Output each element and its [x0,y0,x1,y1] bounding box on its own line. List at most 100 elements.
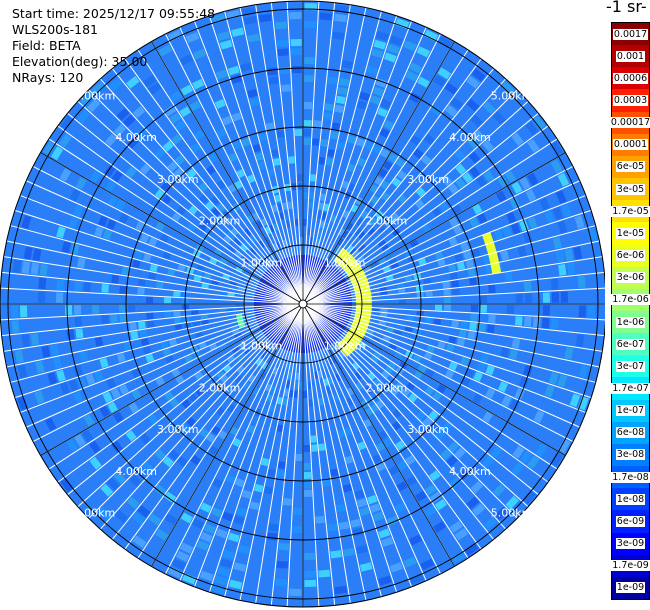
gate-speckle [132,535,147,549]
gate-speckle [369,217,378,226]
gate-speckle [21,334,31,347]
gate-speckle [171,558,186,571]
gate-speckle [192,78,205,90]
colorbar-tick-label: 3e-07 [615,360,646,372]
gate-speckle [344,191,352,200]
gate-speckle [443,297,451,304]
gate-speckle [409,62,423,74]
ray-separator [88,303,304,519]
gate-speckle [544,210,555,223]
gate-speckle [173,317,182,324]
gate-speckle [395,440,406,451]
gate-speckle [74,434,86,448]
gate-speckle [435,429,446,440]
gate-speckle [217,214,227,223]
gate-speckle [126,136,139,149]
gate-speckle [318,361,324,369]
gate-speckle [462,172,474,184]
colorbar-tick-label: 0.001 [615,50,646,62]
gate-speckle [50,146,64,161]
gate-speckle [173,167,184,179]
gate-speckle [390,386,400,396]
gate-speckle [330,214,337,223]
gate-speckle [162,456,174,468]
gate-speckle [480,353,490,363]
gate-speckle [236,304,244,308]
ray-separator [57,303,304,483]
gate-speckle [405,70,419,82]
gate-speckle [379,128,390,138]
gate-speckle [179,106,191,118]
gate-speckle [139,329,148,338]
gate-speckle [209,343,218,351]
gate-speckle [383,160,393,171]
ray-separator [302,256,603,305]
gate-speckle [142,345,152,355]
gate-speckle [94,336,104,347]
gate-speckle [437,36,453,49]
ray-separator [208,15,304,305]
gate-speckle [337,86,348,96]
gate-speckle [335,373,342,382]
gate-speckle [176,205,186,216]
gate-speckle [179,542,194,554]
ray-separator [302,303,600,368]
gate-speckle [209,257,218,265]
gate-speckle [231,346,240,354]
gate-speckle [220,374,229,383]
gate-speckle [38,277,47,290]
gate-speckle [268,76,279,85]
gate-speckle [475,175,487,188]
gate-speckle [265,383,272,392]
gate-speckle [434,251,444,260]
gate-speckle [434,498,448,511]
gate-speckle [179,54,194,66]
gate-speckle [192,320,201,327]
gate-speckle [426,345,435,354]
gate-speckle [441,175,453,187]
gate-speckle [203,272,212,279]
gate-speckle [420,558,435,571]
gate-speckle [378,430,388,440]
gate-speckle [423,351,433,360]
gate-speckle [356,498,368,508]
gate-speckle [351,204,359,213]
gate-speckle [454,528,469,541]
gate-speckle [251,212,259,221]
gate-speckle [467,268,476,277]
gate-speckle [192,48,207,60]
gate-speckle [386,43,400,55]
gate-speckle [527,172,539,186]
gate-speckle [451,320,460,328]
gate-speckle [410,135,421,146]
gate-speckle [162,140,174,152]
gate-speckle [512,445,525,459]
gate-speckle [237,286,245,292]
gate-speckle [555,190,567,204]
gate-speckle [304,102,313,110]
colorbar-tick-label: 1.7e-08 [611,471,650,483]
gate-speckle [380,180,390,190]
gate-speckle [552,236,562,250]
gate-speckle [504,272,513,282]
colorbar-tick-label: 6e-07 [615,338,646,350]
gate-speckle [146,312,154,320]
gate-speckle [448,361,458,371]
gate-speckle [388,257,397,265]
ray-separator [239,303,304,601]
gate-speckle [380,243,390,252]
gate-speckle [228,579,243,590]
ray-separator [111,303,304,540]
gate-speckle [298,381,303,389]
colorbar-tick-label: 6e-06 [615,250,646,262]
gate-speckle [145,353,155,363]
gate-speckle [490,446,503,459]
ray-separator [302,1,320,305]
gate-speckle [190,142,201,153]
gate-speckle [32,248,42,261]
gate-speckle [245,267,253,274]
gate-speckle [119,304,127,313]
gate-speckle [263,486,273,495]
gate-speckle [194,331,203,339]
ray-separator [10,303,304,383]
